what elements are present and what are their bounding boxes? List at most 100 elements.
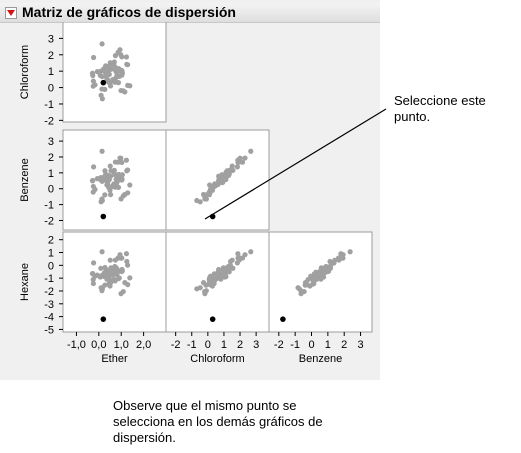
data-point[interactable]	[120, 288, 126, 295]
scatter-panel-chloroform-vs-ether[interactable]	[62, 22, 167, 123]
data-point[interactable]	[212, 276, 218, 283]
data-point[interactable]	[123, 157, 130, 163]
data-point[interactable]	[127, 182, 133, 188]
data-point[interactable]	[107, 163, 113, 169]
data-point[interactable]	[111, 77, 117, 84]
data-point[interactable]	[332, 257, 338, 263]
data-point[interactable]	[124, 168, 130, 174]
data-point[interactable]	[98, 92, 104, 98]
data-point[interactable]	[102, 282, 108, 288]
data-point[interactable]	[98, 285, 104, 291]
data-point[interactable]	[97, 274, 103, 280]
data-point[interactable]	[120, 88, 126, 94]
data-point[interactable]	[104, 67, 110, 74]
scatter-panel-benzene-vs-chloroform[interactable]	[165, 129, 270, 231]
data-point[interactable]	[99, 148, 105, 154]
data-point[interactable]	[94, 69, 100, 75]
data-point[interactable]	[310, 281, 316, 287]
data-point[interactable]	[115, 276, 122, 282]
data-point[interactable]	[111, 265, 117, 271]
data-point[interactable]	[197, 199, 203, 205]
data-point[interactable]	[115, 80, 122, 86]
data-point[interactable]	[118, 52, 124, 58]
data-point[interactable]	[89, 70, 96, 76]
data-point[interactable]	[200, 280, 207, 286]
scatter-panel-hexane-vs-benzene[interactable]	[268, 231, 373, 333]
data-point[interactable]	[322, 268, 329, 275]
data-point[interactable]	[321, 274, 327, 280]
data-point[interactable]	[317, 271, 323, 277]
data-point[interactable]	[228, 258, 234, 265]
data-point[interactable]	[119, 172, 125, 178]
data-point[interactable]	[106, 184, 112, 191]
data-point[interactable]	[119, 268, 125, 275]
data-point[interactable]	[107, 257, 113, 263]
selected-point[interactable]	[280, 316, 286, 322]
data-point[interactable]	[219, 271, 225, 277]
data-point[interactable]	[105, 63, 111, 70]
data-point[interactable]	[107, 280, 114, 286]
data-point[interactable]	[125, 82, 131, 88]
data-point[interactable]	[228, 168, 234, 174]
data-point[interactable]	[225, 268, 232, 274]
data-point[interactable]	[105, 179, 111, 185]
data-point[interactable]	[197, 285, 203, 291]
data-point[interactable]	[90, 280, 96, 287]
data-point[interactable]	[239, 159, 246, 165]
data-point[interactable]	[225, 172, 232, 179]
data-point[interactable]	[235, 159, 241, 166]
data-point[interactable]	[295, 285, 301, 291]
scatter-panel-hexane-vs-chloroform[interactable]	[165, 231, 270, 333]
data-point[interactable]	[112, 63, 118, 70]
data-point[interactable]	[119, 67, 125, 73]
data-point[interactable]	[120, 193, 126, 199]
data-point[interactable]	[301, 288, 307, 295]
data-point[interactable]	[302, 280, 309, 286]
data-point[interactable]	[97, 72, 103, 78]
data-point[interactable]	[222, 172, 228, 178]
data-point[interactable]	[234, 164, 240, 170]
data-point[interactable]	[207, 190, 213, 196]
data-point[interactable]	[313, 276, 320, 283]
data-point[interactable]	[112, 172, 118, 178]
data-point[interactable]	[248, 148, 254, 154]
data-point[interactable]	[127, 275, 133, 281]
scatter-panel-benzene-vs-ether[interactable]	[62, 129, 167, 231]
data-point[interactable]	[207, 282, 213, 288]
data-point[interactable]	[90, 164, 97, 170]
data-point[interactable]	[99, 249, 105, 255]
data-point[interactable]	[119, 72, 125, 78]
data-point[interactable]	[347, 249, 353, 255]
data-point[interactable]	[248, 249, 254, 255]
data-point[interactable]	[242, 155, 248, 161]
data-point[interactable]	[92, 186, 98, 193]
data-point[interactable]	[225, 263, 232, 270]
disclosure-triangle-icon[interactable]	[5, 7, 17, 19]
data-point[interactable]	[338, 251, 344, 257]
data-point[interactable]	[99, 41, 105, 47]
data-point[interactable]	[340, 255, 346, 261]
data-point[interactable]	[335, 255, 342, 261]
data-point[interactable]	[237, 155, 243, 161]
data-point[interactable]	[90, 54, 97, 61]
data-point[interactable]	[104, 174, 110, 180]
data-point[interactable]	[107, 83, 114, 89]
selected-point[interactable]	[100, 213, 107, 220]
data-point[interactable]	[327, 258, 333, 265]
data-point[interactable]	[111, 167, 117, 173]
data-point[interactable]	[124, 61, 130, 67]
data-point[interactable]	[202, 193, 208, 199]
data-point[interactable]	[118, 255, 124, 261]
data-point[interactable]	[103, 73, 109, 80]
data-point[interactable]	[212, 181, 218, 187]
data-point[interactable]	[89, 178, 96, 184]
data-point[interactable]	[98, 265, 104, 271]
selected-point[interactable]	[100, 316, 107, 322]
selected-point[interactable]	[209, 316, 216, 322]
data-point[interactable]	[123, 54, 130, 60]
data-point[interactable]	[102, 86, 108, 93]
data-point[interactable]	[102, 192, 108, 198]
data-point[interactable]	[122, 280, 128, 286]
data-point[interactable]	[107, 192, 114, 198]
data-point[interactable]	[327, 265, 334, 271]
